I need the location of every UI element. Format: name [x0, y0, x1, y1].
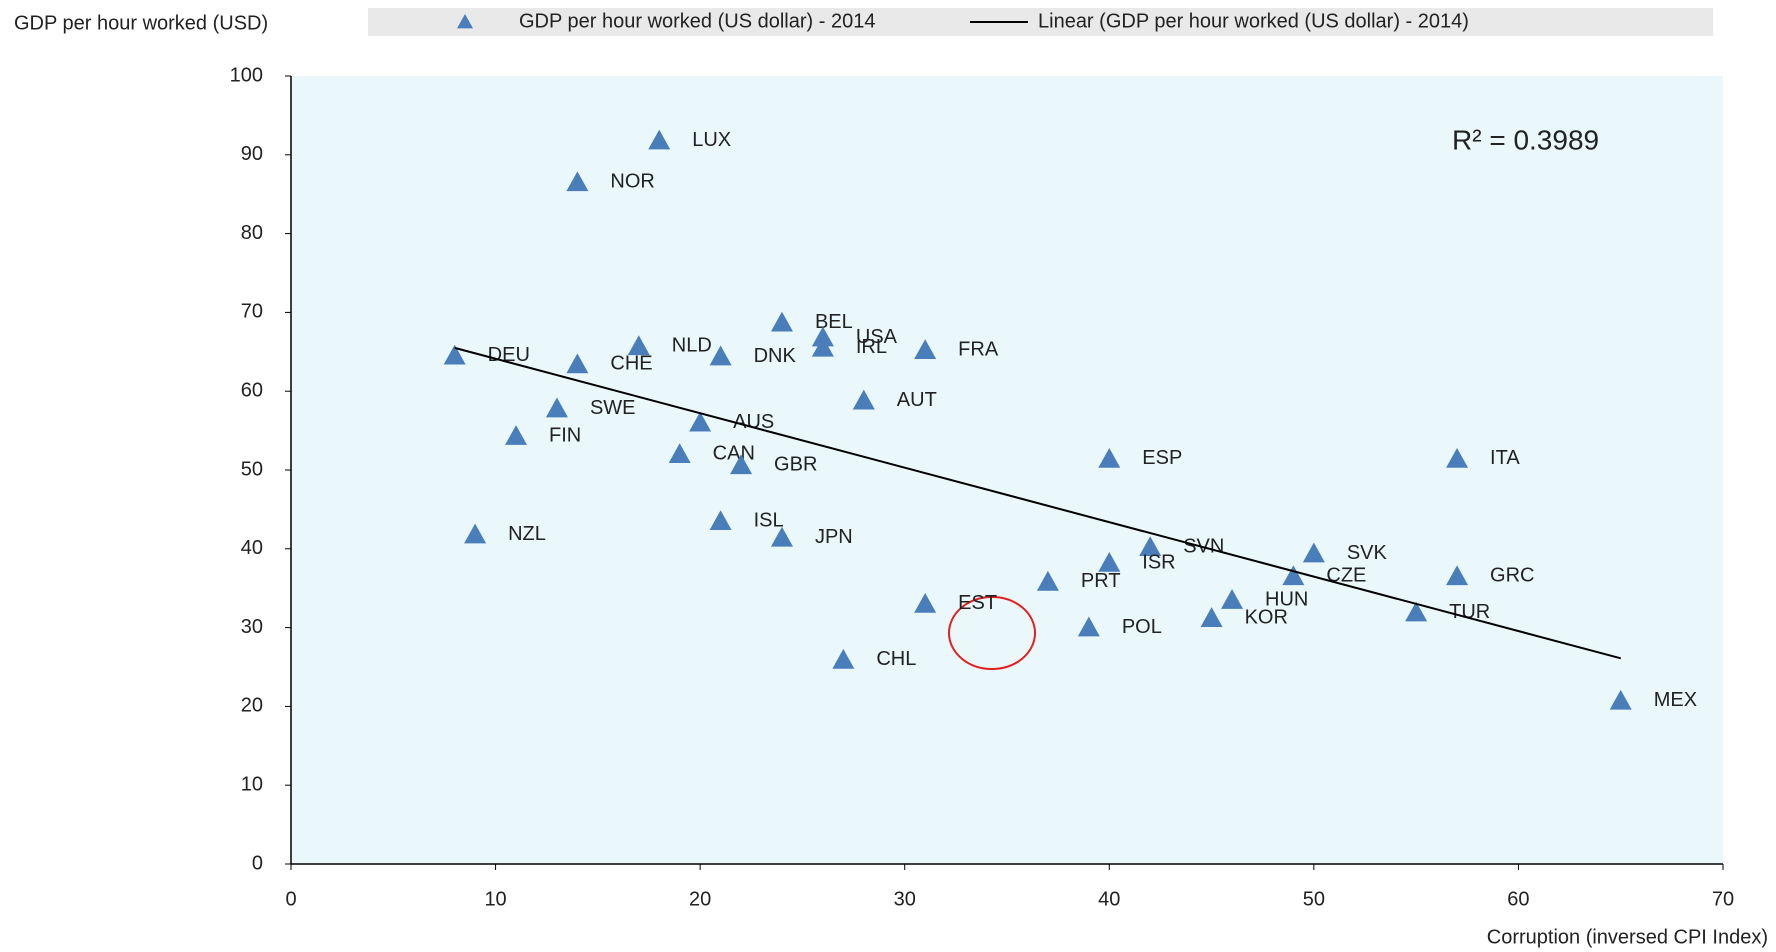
data-point: [1609, 689, 1632, 710]
point-label: IRL: [856, 336, 887, 358]
r-squared: R² = 0.3989: [1452, 124, 1599, 155]
point-label: CHL: [876, 648, 916, 670]
point-label: HUN: [1265, 588, 1308, 610]
data-point: [566, 353, 589, 374]
legend-label: Linear (GDP per hour worked (US dollar) …: [1038, 10, 1469, 32]
point-label: DNK: [754, 345, 797, 367]
data-point: [852, 389, 875, 410]
x-tick-label: 20: [689, 888, 711, 910]
legend-marker: [457, 14, 473, 29]
data-point: [668, 443, 691, 464]
data-point: [1282, 565, 1305, 586]
x-tick-label: 10: [484, 888, 506, 910]
point-label: LUX: [692, 129, 731, 151]
data-point: [1446, 447, 1469, 468]
data-point: [1221, 589, 1244, 609]
data-point: [1036, 570, 1059, 591]
y-tick-label: 40: [241, 537, 263, 559]
point-label: FRA: [958, 339, 999, 361]
data-point: [832, 648, 855, 669]
point-label: FIN: [549, 424, 581, 446]
point-label: AUT: [897, 389, 937, 411]
point-label: NZL: [508, 523, 546, 545]
y-tick-label: 10: [241, 773, 263, 795]
data-point: [545, 397, 568, 418]
y-tick-label: 80: [241, 222, 263, 244]
data-point: [770, 526, 793, 547]
data-point: [1139, 536, 1162, 557]
point-label: USA: [856, 326, 898, 348]
point-label: BEL: [815, 311, 853, 333]
data-point: [811, 336, 834, 357]
data-point: [709, 510, 732, 531]
point-label: CZE: [1326, 565, 1366, 587]
point-label: EST: [958, 592, 997, 614]
x-tick-label: 50: [1303, 888, 1325, 910]
data-point: [443, 344, 466, 365]
data-point: [689, 411, 712, 432]
data-point: [1200, 607, 1223, 627]
point-label: PRT: [1081, 570, 1121, 592]
point-label: CAN: [713, 443, 755, 465]
y-axis-label: GDP per hour worked (USD): [14, 12, 268, 34]
data-point: [914, 592, 937, 613]
x-tick-label: 70: [1712, 888, 1734, 910]
point-label: POL: [1122, 616, 1162, 638]
y-tick-label: 30: [241, 616, 263, 638]
point-label: KOR: [1245, 606, 1288, 628]
data-point: [464, 523, 487, 544]
data-point: [770, 311, 793, 332]
data-point: [648, 129, 671, 150]
point-label: ITA: [1490, 447, 1520, 469]
data-point: [566, 171, 589, 192]
data-point: [914, 339, 937, 360]
point-label: NLD: [672, 335, 712, 357]
trend-line: [454, 346, 1621, 660]
data-point: [627, 335, 650, 356]
y-tick-label: 50: [241, 458, 263, 480]
y-tick-label: 90: [241, 143, 263, 165]
data-point: [1302, 542, 1325, 563]
y-tick-label: 70: [241, 301, 263, 323]
point-label: DEU: [488, 344, 530, 366]
data-point: [1446, 565, 1469, 586]
x-tick-label: 30: [894, 888, 916, 910]
x-axis-label: Corruption (inversed CPI Index): [1487, 926, 1768, 948]
x-tick-label: 0: [285, 888, 296, 910]
data-point: [811, 326, 834, 347]
point-label: ESP: [1142, 447, 1182, 469]
point-label: NOR: [610, 171, 654, 193]
y-tick-label: 60: [241, 379, 263, 401]
point-label: AUS: [733, 411, 774, 433]
point-label: SWE: [590, 397, 636, 419]
data-point: [1098, 447, 1121, 468]
point-label: ISR: [1142, 551, 1175, 573]
y-tick-label: 20: [241, 695, 263, 717]
data-point: [709, 345, 732, 366]
point-label: CHE: [610, 353, 652, 375]
highlight-circle: [948, 596, 1036, 670]
data-point: [1098, 551, 1121, 572]
legend-background: [368, 8, 1713, 36]
y-tick-label: 0: [252, 852, 263, 874]
point-label: SVK: [1347, 542, 1388, 564]
point-label: GBR: [774, 454, 817, 476]
point-label: ISL: [754, 510, 784, 532]
x-tick-label: 40: [1098, 888, 1120, 910]
data-point: [1405, 601, 1428, 622]
data-point: [1077, 616, 1100, 637]
point-label: GRC: [1490, 565, 1534, 587]
point-label: TUR: [1449, 601, 1490, 623]
data-point: [505, 425, 528, 445]
plot-background: [291, 76, 1723, 864]
legend-label: GDP per hour worked (US dollar) - 2014: [519, 10, 875, 32]
y-tick-label: 100: [230, 64, 263, 86]
point-label: MEX: [1654, 689, 1697, 711]
point-label: JPN: [815, 526, 853, 548]
data-point: [730, 454, 753, 475]
x-tick-label: 60: [1507, 888, 1529, 910]
